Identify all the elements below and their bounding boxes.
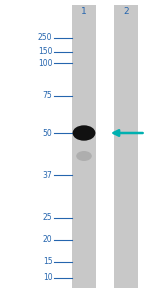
Text: 150: 150 [38, 47, 52, 57]
Bar [114, 5, 138, 288]
Text: 100: 100 [38, 59, 52, 67]
Text: 250: 250 [38, 33, 52, 42]
Text: 15: 15 [43, 258, 52, 267]
Text: 2: 2 [123, 8, 129, 16]
Bar [72, 5, 96, 288]
Ellipse shape [76, 151, 92, 161]
Text: 25: 25 [43, 214, 52, 222]
Text: 1: 1 [81, 8, 87, 16]
Ellipse shape [73, 125, 95, 141]
Text: 75: 75 [43, 91, 52, 100]
Text: 50: 50 [43, 129, 52, 137]
Text: 37: 37 [43, 171, 52, 180]
Text: 20: 20 [43, 236, 52, 244]
Text: 10: 10 [43, 273, 52, 282]
